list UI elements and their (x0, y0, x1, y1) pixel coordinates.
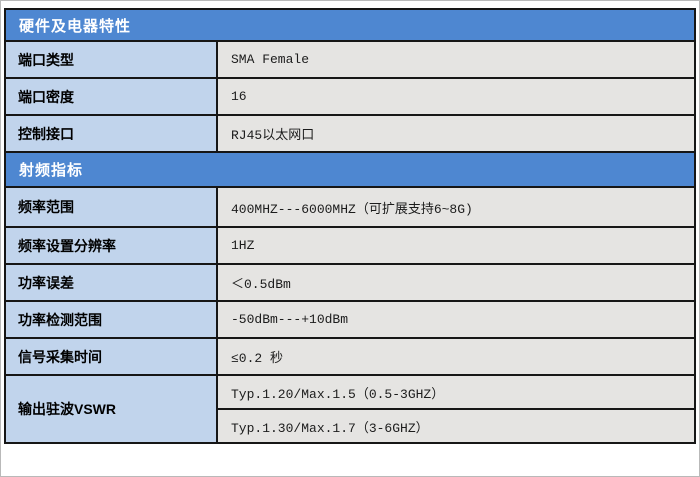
spec-value-vswr-low-band: Typ.1.20/Max.1.5（0.5-3GHZ） (216, 374, 696, 410)
table-row: 信号采集时间 ≤0.2 秒 (4, 337, 696, 376)
section-header-rf: 射频指标 (4, 151, 696, 188)
table-row: 频率范围 400MHZ---6000MHZ（可扩展支持6~8G) (4, 186, 696, 228)
table-row: 端口类型 SMA Female (4, 40, 696, 79)
spec-value-power-error: ＜0.5dBm (216, 263, 696, 302)
spec-table: 硬件及电器特性 端口类型 SMA Female 端口密度 16 控制接口 RJ4… (4, 8, 696, 444)
spec-label-acquisition-time: 信号采集时间 (4, 337, 218, 376)
spec-value-control-interface: RJ45以太网口 (216, 114, 696, 153)
spec-label-output-vswr: 输出驻波VSWR (4, 374, 218, 444)
table-row: 输出驻波VSWR Typ.1.20/Max.1.5（0.5-3GHZ） (4, 374, 696, 444)
spec-value-frequency-range: 400MHZ---6000MHZ（可扩展支持6~8G) (216, 186, 696, 228)
spec-value-vswr-high-band: Typ.1.30/Max.1.7（3-6GHZ） (216, 408, 696, 444)
spec-value-port-density: 16 (216, 77, 696, 116)
spec-value-power-detect-range: -50dBm---+10dBm (216, 300, 696, 339)
section-header-hardware: 硬件及电器特性 (4, 8, 696, 42)
table-row: Typ.1.30/Max.1.7（3-6GHZ） (5, 408, 696, 444)
spec-label-control-interface: 控制接口 (4, 114, 218, 153)
spec-label-port-type: 端口类型 (4, 40, 218, 79)
spec-label-frequency-range: 频率范围 (4, 186, 218, 228)
table-row: 功率检测范围 -50dBm---+10dBm (4, 300, 696, 339)
spec-value-frequency-resolution: 1HZ (216, 226, 696, 265)
spec-value-acquisition-time: ≤0.2 秒 (216, 337, 696, 376)
spec-value-port-type: SMA Female (216, 40, 696, 79)
section-header-row: 射频指标 (4, 151, 696, 188)
spec-label-power-detect-range: 功率检测范围 (4, 300, 218, 339)
table-row: 功率误差 ＜0.5dBm (4, 263, 696, 302)
spec-label-power-error: 功率误差 (4, 263, 218, 302)
spec-label-port-density: 端口密度 (4, 77, 218, 116)
section-header-row: 硬件及电器特性 (4, 8, 696, 42)
table-row: 控制接口 RJ45以太网口 (4, 114, 696, 153)
table-row: 端口密度 16 (4, 77, 696, 116)
spec-label-frequency-resolution: 频率设置分辨率 (4, 226, 218, 265)
table-row: 频率设置分辨率 1HZ (4, 226, 696, 265)
